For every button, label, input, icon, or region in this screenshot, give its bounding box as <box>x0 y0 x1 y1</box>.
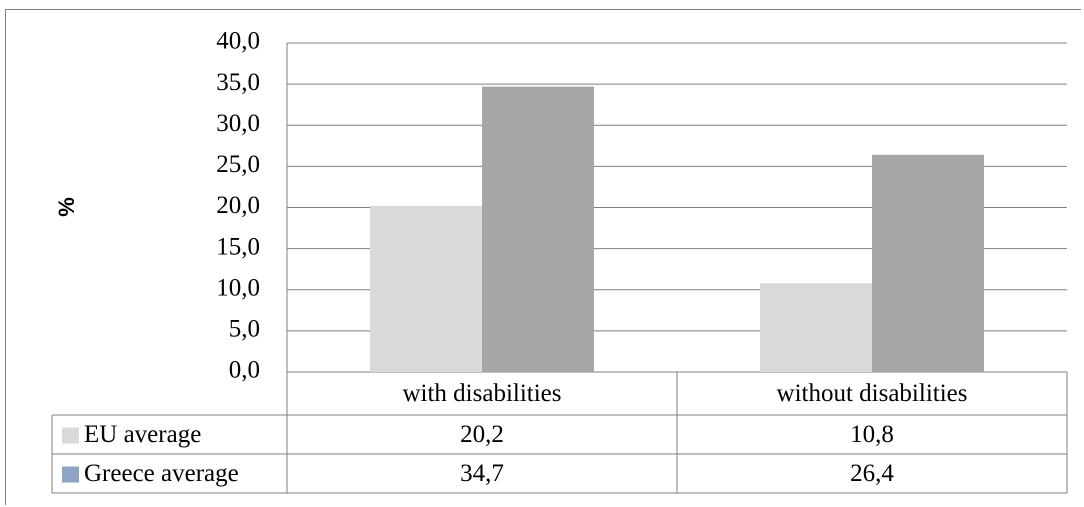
x-category-label: with disabilities <box>402 380 561 407</box>
bar-greece-1 <box>872 154 984 372</box>
chart-frame <box>5 9 1081 505</box>
bars <box>370 86 984 372</box>
y-tick-label: 20,0 <box>216 192 260 219</box>
legend-swatch <box>62 466 79 483</box>
data-table-value: 26,4 <box>850 460 894 487</box>
y-axis-label: % <box>54 197 79 217</box>
y-tick-label: 15,0 <box>216 233 260 260</box>
y-tick-label: 0,0 <box>229 357 260 384</box>
data-table: with disabilities without disabilities EU … <box>51 372 1068 494</box>
y-tick-labels: 0,0 5,0 10,0 15,0 20,0 25,0 30,0 35,0 40,0 <box>216 28 260 384</box>
y-tick-label: 25,0 <box>216 151 260 178</box>
legend-label: Greece average <box>84 460 239 487</box>
legend-label: EU average <box>84 421 201 448</box>
data-table-value: 34,7 <box>460 460 504 487</box>
y-tick-label: 30,0 <box>216 110 260 137</box>
bar-eu-1 <box>760 283 872 372</box>
bar-eu-0 <box>370 205 482 372</box>
data-table-value: 20,2 <box>460 421 504 448</box>
y-tick-label: 40,0 <box>216 28 260 55</box>
bar-greece-0 <box>482 86 594 372</box>
y-tick-label: 35,0 <box>216 69 260 96</box>
data-table-value: 10,8 <box>850 421 894 448</box>
x-category-label: without disabilities <box>777 380 968 407</box>
legend-swatch <box>62 427 79 444</box>
y-tick-label: 10,0 <box>216 274 260 301</box>
y-tick-label: 5,0 <box>229 316 260 343</box>
